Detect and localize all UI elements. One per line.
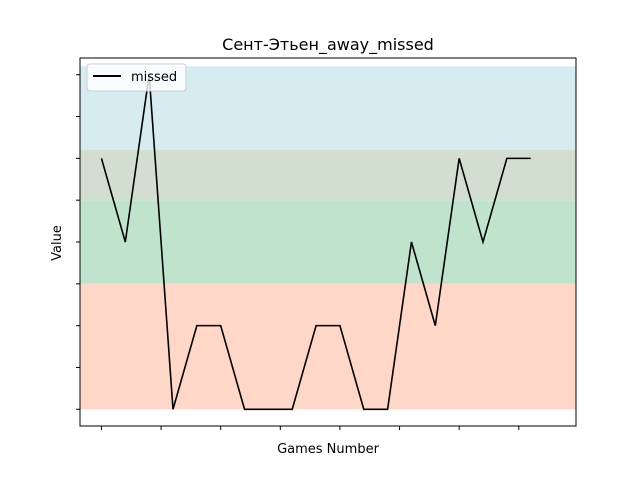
legend-label-missed: missed bbox=[131, 70, 177, 85]
series-layer bbox=[100, 74, 531, 411]
x-ticks bbox=[100, 426, 520, 430]
y-axis-label: Value bbox=[50, 225, 65, 261]
legend-box bbox=[86, 63, 187, 92]
chart-title: Сент-Этьен_away_missed bbox=[222, 35, 434, 55]
background-bands bbox=[80, 66, 576, 410]
series-line-missed bbox=[100, 74, 531, 411]
band-1 bbox=[80, 200, 576, 284]
band-2 bbox=[80, 150, 576, 201]
band-0 bbox=[80, 283, 576, 410]
legend: missed bbox=[86, 63, 187, 92]
y-ticks bbox=[76, 74, 80, 410]
x-axis-label: Games Number bbox=[277, 442, 379, 457]
